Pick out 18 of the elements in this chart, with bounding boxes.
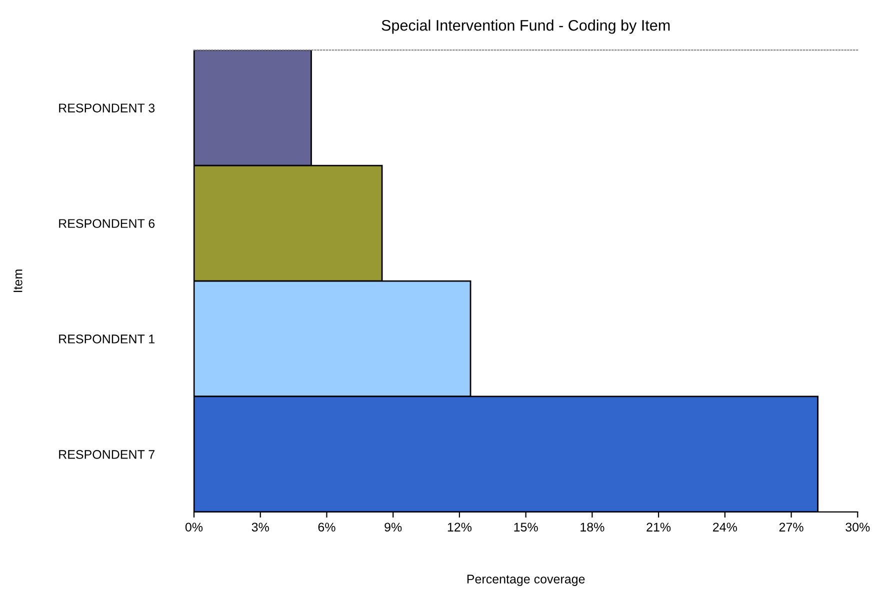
x-tick-label: 6%	[318, 522, 336, 532]
x-tick-label: 12%	[448, 522, 472, 532]
x-tick-label: 18%	[580, 522, 604, 532]
chart-title: Special Intervention Fund - Coding by Item	[382, 20, 670, 34]
y-tick-label: RESPONDENT 3	[59, 104, 155, 112]
y-axis-title: Item	[14, 270, 22, 292]
x-tick-label: 9%	[384, 522, 402, 532]
x-tick-label: 24%	[713, 522, 737, 532]
y-tick-label: RESPONDENT 1	[59, 334, 154, 344]
x-tick-label: 15%	[514, 522, 538, 532]
x-tick-label: 27%	[779, 522, 804, 532]
y-tick-label: RESPONDENT 7	[59, 450, 154, 459]
x-tick-label: 30%	[846, 522, 870, 532]
y-tick-label: RESPONDENT 6	[59, 219, 155, 228]
x-tick-label: 0%	[185, 522, 203, 532]
x-axis-title: Percentage coverage	[467, 574, 585, 586]
x-tick-label: 21%	[646, 522, 671, 532]
x-tick-label: 3%	[252, 522, 269, 532]
